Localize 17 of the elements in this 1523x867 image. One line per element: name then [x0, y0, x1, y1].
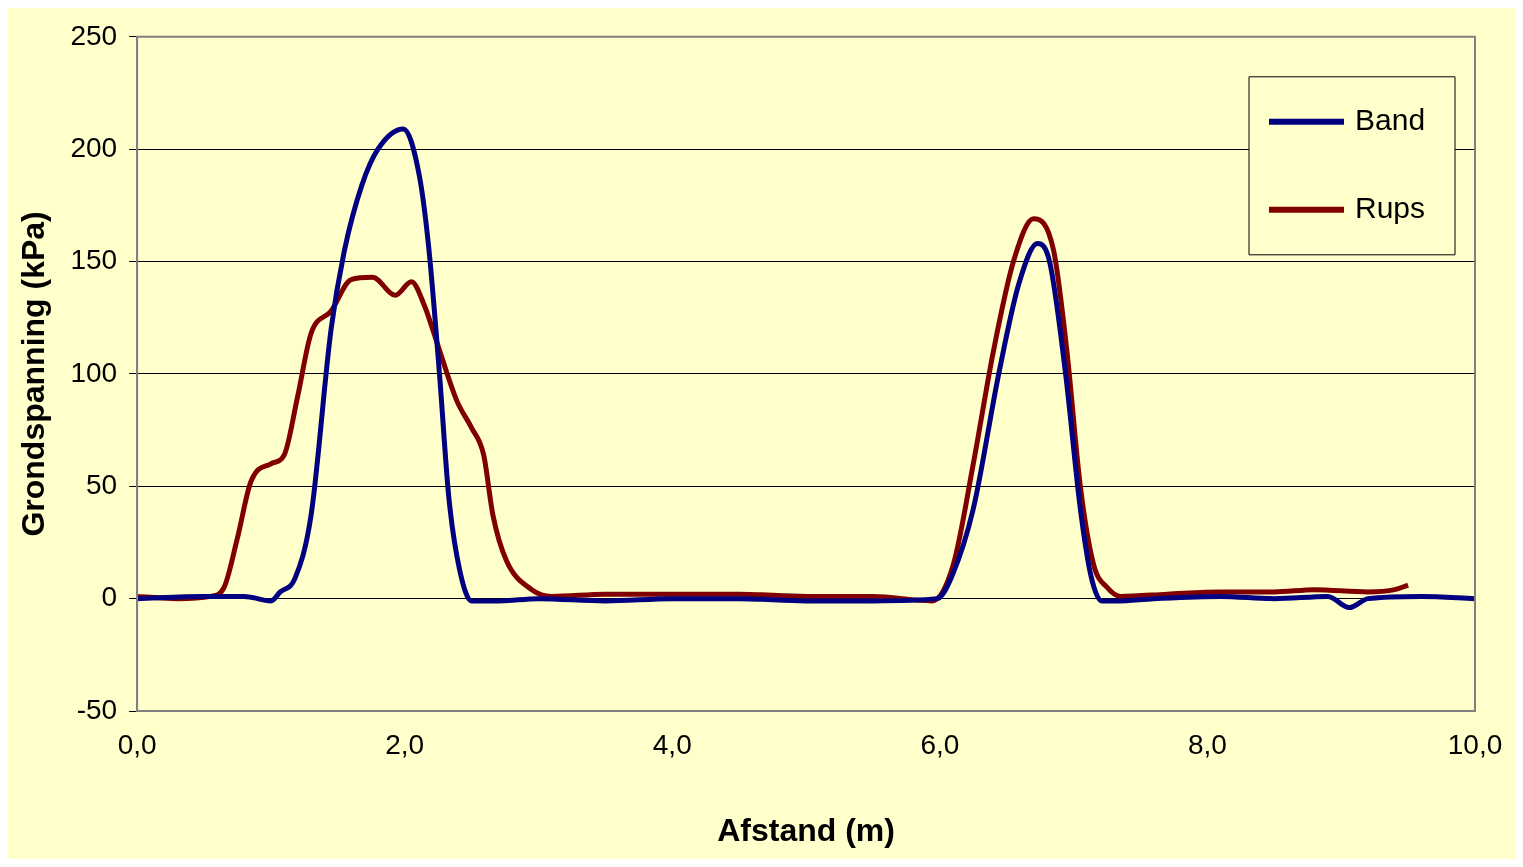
x-axis-title: Afstand (m) — [717, 811, 895, 848]
x-tick-label: 6,0 — [920, 728, 960, 760]
x-tick-label: 10,0 — [1447, 728, 1503, 760]
x-tick-label: 2,0 — [385, 728, 425, 760]
y-axis-title: Grondspanning (kPa) — [15, 211, 52, 537]
legend-label: Rups — [1355, 191, 1426, 225]
y-tick-label: 150 — [70, 244, 118, 276]
y-tick-label: 250 — [70, 19, 118, 51]
x-tick-label: 4,0 — [652, 728, 692, 760]
y-tick-label: -50 — [76, 693, 118, 725]
y-tick-label: 200 — [70, 131, 118, 163]
x-tick-label: 0,0 — [117, 728, 157, 760]
legend-label: Band — [1355, 103, 1426, 137]
y-tick-label: 100 — [70, 356, 118, 388]
y-tick-label: 50 — [85, 468, 118, 500]
x-tick-label: 8,0 — [1187, 728, 1227, 760]
y-tick-label: 0 — [101, 581, 118, 613]
